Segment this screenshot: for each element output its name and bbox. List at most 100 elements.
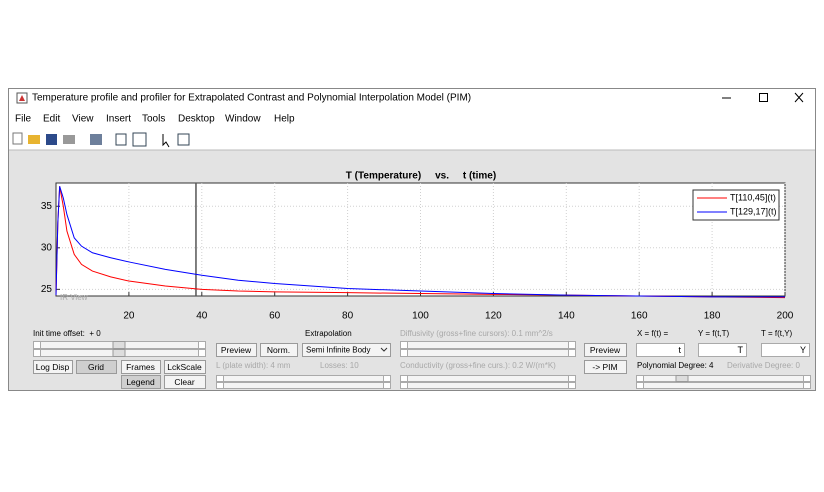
slider[interactable] [400,349,576,357]
input-value[interactable]: t [678,345,681,355]
button[interactable] [164,360,206,374]
button-label[interactable]: Log Disp [36,362,70,372]
slider[interactable] [636,375,811,382]
new-icon[interactable] [12,132,23,145]
button-label[interactable]: -> PIM [592,362,617,372]
open-icon[interactable] [28,135,40,144]
legend-label: T[129,17](t) [730,206,777,216]
slider-arrow[interactable] [383,382,391,389]
slider-arrow[interactable] [400,382,408,389]
menu-item[interactable]: Edit [43,114,60,125]
property-icon[interactable] [177,133,190,146]
button-label[interactable]: LckScale [167,362,202,372]
slider-thumb[interactable] [112,349,126,357]
text-input[interactable] [636,343,685,357]
slider-arrow[interactable] [33,349,41,357]
slider-arrow[interactable] [568,375,576,382]
label: Derivative Degree: 0 [727,361,800,370]
input-value[interactable]: Y [800,345,806,355]
button-label[interactable]: Grid [88,362,104,372]
menu-item[interactable]: Help [274,114,295,125]
button-label[interactable]: Legend [126,377,155,387]
y-tick-label: 25 [41,284,53,295]
label: L (plate width): 4 mm [216,361,291,370]
button[interactable] [216,343,257,357]
input-value[interactable]: T [738,345,744,355]
dropdown[interactable] [302,343,391,357]
slider-arrow[interactable] [636,382,644,389]
label: Diffusivity (gross+fine cursors): 0.1 mm… [400,329,553,338]
menu-item[interactable]: File [15,114,32,125]
menu-item[interactable]: View [72,114,94,125]
pointer-icon[interactable] [162,134,170,148]
slider-arrow[interactable] [198,349,206,357]
close[interactable] [794,92,804,103]
slider[interactable] [400,375,576,382]
x-tick-label: 180 [704,311,721,322]
x-tick-label: 140 [558,311,575,322]
slider-arrow[interactable] [383,375,391,382]
window-title: Temperature profile and profiler for Ext… [32,93,471,104]
dropdown-arrow[interactable] [380,347,388,352]
button[interactable] [164,375,206,389]
button-label[interactable]: Clear [174,377,194,387]
series-line [55,186,785,298]
print-icon[interactable] [63,135,75,144]
slider[interactable] [400,341,576,349]
slider-arrow[interactable] [400,375,408,382]
legend-label: T[110,45](t) [730,192,776,202]
toolbar [12,132,190,148]
slider-arrow[interactable] [198,341,206,349]
menu-item[interactable]: Window [225,114,261,125]
label: X = f(t) = [637,329,668,338]
menu-item[interactable]: Insert [106,114,131,125]
slider-arrow[interactable] [568,341,576,349]
label: Extrapolation [305,329,352,338]
text-input[interactable] [761,343,810,357]
button[interactable] [33,360,73,374]
slider[interactable] [216,375,391,382]
button[interactable] [121,375,161,389]
menu-item[interactable]: Desktop [178,114,215,125]
slider-arrow[interactable] [636,375,644,382]
label: Init time offset: + 0 [33,329,101,338]
slider[interactable] [400,382,576,389]
save-icon[interactable] [46,134,57,145]
label: Polynomial Degree: 4 [637,361,714,370]
label: Conductivity (gross+fine curs.): 0.2 W/(… [400,361,556,370]
app-icon-glyph [19,95,25,101]
slider-arrow[interactable] [400,341,408,349]
slider-arrow[interactable] [216,382,224,389]
x-tick-label: 200 [777,311,794,322]
link-icon[interactable] [90,134,102,145]
slider-arrow[interactable] [216,375,224,382]
slider[interactable] [636,382,811,389]
button[interactable] [260,343,298,357]
slider-arrow[interactable] [568,349,576,357]
x-tick-label: 120 [485,311,502,322]
button[interactable] [584,343,627,357]
legend-icon[interactable] [132,132,147,147]
slider-arrow[interactable] [400,349,408,357]
slider-arrow[interactable] [568,382,576,389]
button[interactable] [121,360,161,374]
button[interactable] [584,360,627,374]
button-label[interactable]: Preview [221,345,252,355]
label: Losses: 10 [320,361,359,370]
slider[interactable] [216,382,391,389]
slider-arrow[interactable] [33,341,41,349]
button-label[interactable]: Norm. [267,345,290,355]
maximize[interactable] [759,93,768,102]
colorbar-icon[interactable] [115,133,127,146]
text-input[interactable] [698,343,747,357]
slider-thumb[interactable] [675,375,689,382]
slider-thumb[interactable] [112,341,126,349]
menu-item[interactable]: Tools [142,114,165,125]
slider-arrow[interactable] [803,375,811,382]
slider-arrow[interactable] [803,382,811,389]
button-label[interactable]: Frames [126,362,155,372]
button[interactable] [76,360,117,374]
button-label[interactable]: Preview [590,345,621,355]
